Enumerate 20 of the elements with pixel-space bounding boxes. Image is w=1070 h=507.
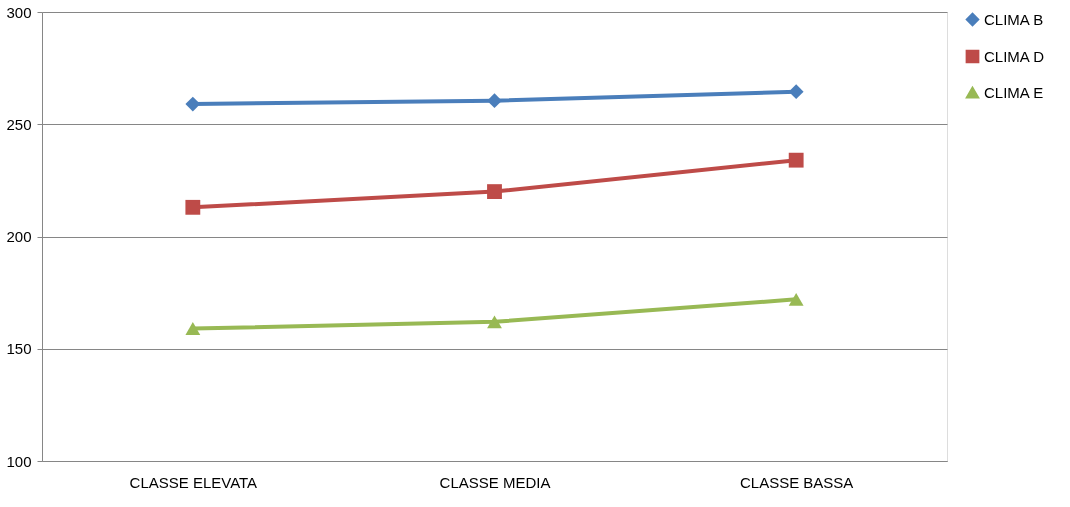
x-tick-label: CLASSE ELEVATA bbox=[129, 473, 258, 491]
y-tick-label: 150 bbox=[6, 340, 32, 358]
point bbox=[185, 322, 201, 335]
y-tick-label: 300 bbox=[6, 3, 32, 21]
point bbox=[185, 199, 201, 215]
legend-label: CLIMA D bbox=[984, 47, 1045, 65]
point bbox=[788, 84, 804, 100]
point bbox=[788, 152, 804, 168]
y-tick-label: 100 bbox=[6, 452, 32, 470]
point bbox=[185, 96, 201, 112]
x-tick-label: CLASSE MEDIA bbox=[439, 473, 551, 491]
y-tick-label: 250 bbox=[6, 115, 32, 133]
legend-label: CLIMA B bbox=[984, 10, 1044, 28]
point bbox=[487, 184, 502, 200]
point bbox=[487, 93, 502, 109]
x-tick-label: CLASSE BASSA bbox=[739, 473, 854, 491]
point bbox=[788, 292, 804, 306]
y-tick-label: 200 bbox=[6, 228, 32, 245]
point bbox=[487, 315, 502, 329]
legend-label: CLIMA E bbox=[984, 83, 1044, 101]
